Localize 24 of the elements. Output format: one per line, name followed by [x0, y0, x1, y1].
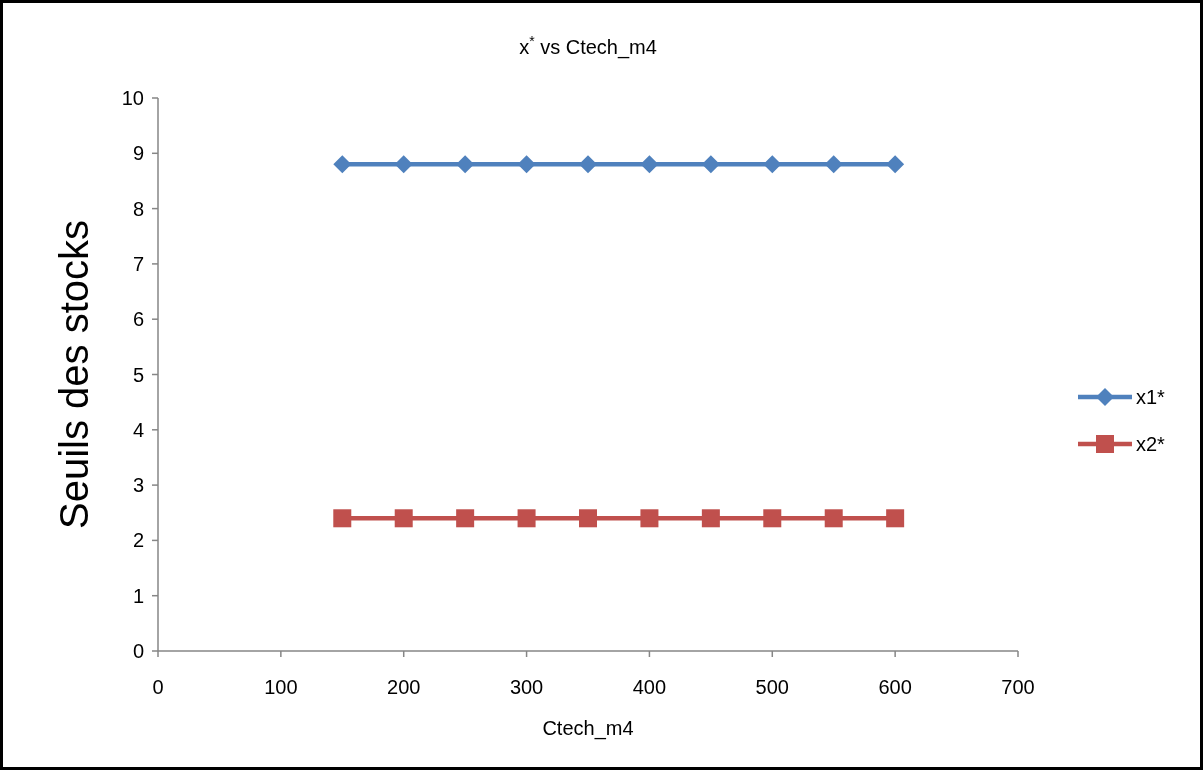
x-axis-title: Ctech_m4 — [542, 717, 634, 740]
y-axis-title: Seuils des stocks — [52, 219, 96, 530]
y-tick-label: 0 — [132, 640, 144, 662]
y-tick-label: 5 — [132, 363, 144, 386]
x-tick-label: 400 — [632, 676, 667, 698]
y-tick-label: 3 — [132, 474, 144, 497]
y-tick-label: 4 — [132, 418, 144, 441]
y-tick-label: 2 — [132, 529, 144, 552]
x-tick-label: 300 — [509, 676, 544, 698]
legend-label: x1* — [1136, 386, 1166, 408]
y-tick-label: 6 — [132, 308, 144, 331]
y-tick-label: 9 — [132, 142, 144, 165]
x-tick-label: 100 — [264, 676, 298, 698]
chart-title: x$^{*}$ vs Ctech_m4 — [519, 33, 657, 59]
x-tick-label: 0 — [152, 676, 164, 698]
y-tick-label: 7 — [132, 252, 144, 275]
x-tick-label: 600 — [878, 676, 912, 698]
x-tick-label: 700 — [1001, 676, 1035, 698]
x-tick-label: 200 — [387, 676, 421, 698]
y-tick-label: 10 — [121, 87, 144, 109]
legend-label: x2* — [1136, 433, 1166, 455]
y-tick-label: 8 — [132, 197, 144, 220]
y-tick-label: 1 — [132, 584, 144, 607]
x-tick-label: 500 — [755, 676, 789, 698]
